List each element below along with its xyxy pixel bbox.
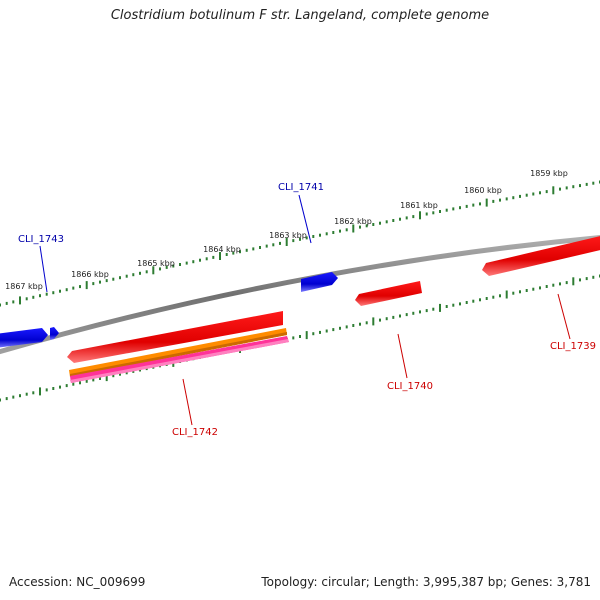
- gene-label-cli-1739[interactable]: CLI_1739: [550, 341, 596, 352]
- gene-cli-1739-arrow[interactable]: [482, 235, 600, 276]
- orange-feature-shadow: [70, 332, 287, 377]
- scale-label: 1860 kbp: [464, 186, 502, 195]
- genome-backbone: [0, 234, 600, 355]
- leader-line-cli-1742: [182, 378, 193, 426]
- accession-text: Accession: NC_009699: [9, 575, 146, 589]
- scale-label: 1862 kbp: [334, 217, 372, 226]
- inner-scale-ring: [0, 274, 600, 402]
- gene-label-cli-1743[interactable]: CLI_1743: [18, 234, 64, 245]
- scale-label: 1863 kbp: [269, 231, 307, 240]
- gene-cli-1740-arrow[interactable]: [355, 281, 422, 306]
- scale-label: 1867 kbp: [5, 282, 43, 291]
- leader-line-cli-1743: [39, 245, 48, 293]
- scale-label: 1866 kbp: [71, 270, 109, 279]
- gene-label-cli-1742[interactable]: CLI_1742: [172, 427, 218, 438]
- scale-label: 1864 kbp: [203, 245, 241, 254]
- pink-feature-shadow: [70, 339, 289, 383]
- scale-labels: 1859 kbp 1860 kbp 1861 kbp 1862 kbp 1863 kbp…: [5, 169, 568, 291]
- gene-cli-1742-arrow[interactable]: [67, 311, 283, 363]
- outer-scale-ring: [0, 180, 600, 307]
- scale-label: 1861 kbp: [400, 201, 438, 210]
- scale-label: 1859 kbp: [530, 169, 568, 178]
- leader-line-cli-1740: [397, 333, 408, 379]
- gene-label-cli-1741[interactable]: CLI_1741: [278, 182, 324, 193]
- map-title: Clostridium botulinum F str. Langeland, …: [110, 8, 490, 23]
- gene-cli-1741-arrow[interactable]: [301, 272, 338, 292]
- gene-label-cli-1740[interactable]: CLI_1740: [387, 381, 433, 392]
- genome-summary-text: Topology: circular; Length: 3,995,387 bp…: [261, 575, 591, 589]
- gene-cli-1744-arrow[interactable]: [0, 328, 48, 348]
- scale-label: 1865 kbp: [137, 259, 175, 268]
- leader-line-cli-1741: [298, 194, 312, 244]
- leader-line-cli-1739: [557, 293, 571, 340]
- gene-cli-1743-arrow[interactable]: [50, 327, 59, 340]
